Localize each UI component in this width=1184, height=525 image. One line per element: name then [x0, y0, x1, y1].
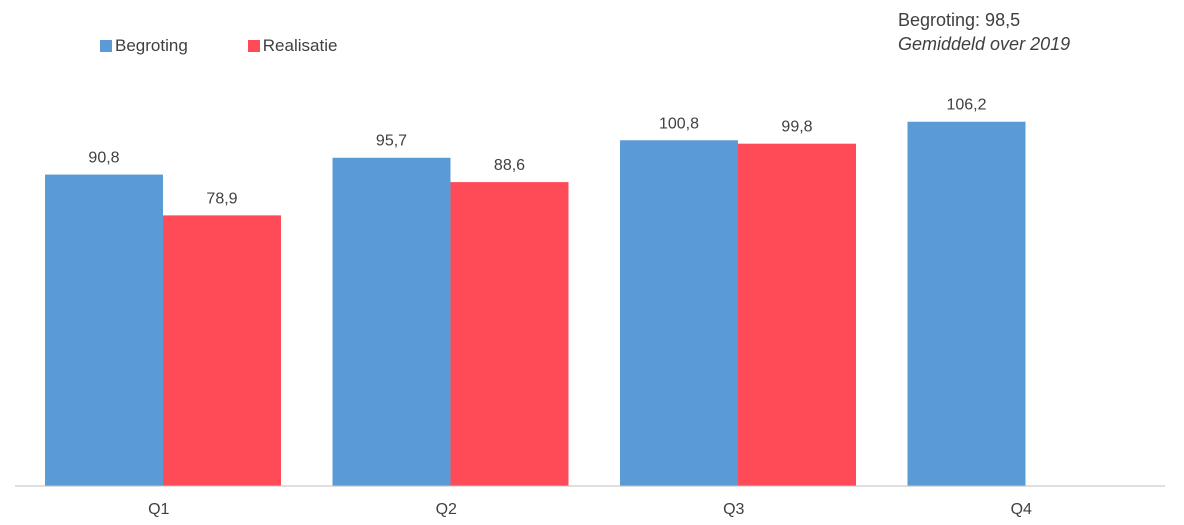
annotation-average-period: Gemiddeld over 2019 — [898, 34, 1071, 54]
legend-item-realisatie: Realisatie — [247, 36, 338, 56]
bar-realisatie-q3 — [738, 143, 856, 486]
data-label-realisatie-q1: 78,9 — [206, 190, 237, 207]
annotation-average-value: Begroting: 98,5 — [898, 10, 1021, 30]
bar-begroting-q2 — [332, 157, 451, 486]
x-tick-label-q1: Q1 — [148, 501, 169, 518]
legend-swatch-realisatie — [247, 40, 260, 52]
data-label-realisatie-q2: 88,6 — [494, 157, 525, 174]
legend-label-begroting: Begroting — [115, 36, 188, 55]
legend-label-realisatie: Realisatie — [262, 36, 338, 55]
data-label-begroting-q2: 95,7 — [376, 133, 407, 150]
bar-realisatie-q2 — [450, 182, 569, 487]
data-label-realisatie-q3: 99,8 — [781, 119, 812, 136]
legend-item-begroting: Begroting — [100, 36, 188, 56]
x-tick-label-q2: Q2 — [436, 501, 457, 518]
x-tick-label-q4: Q4 — [1011, 501, 1032, 518]
chart-legend: Begroting Realisatie — [100, 36, 337, 56]
bar-begroting-q4 — [907, 121, 1026, 486]
average-annotation: Begroting: 98,5 Gemiddeld over 2019 — [898, 8, 1070, 56]
legend-swatch-begroting — [100, 40, 112, 52]
bar-begroting-q1 — [45, 174, 163, 486]
data-label-begroting-q3: 100,8 — [659, 115, 699, 132]
x-tick-label-q3: Q3 — [723, 501, 744, 518]
data-label-begroting-q1: 90,8 — [88, 150, 119, 167]
bar-realisatie-q1 — [163, 215, 281, 487]
data-label-begroting-q4: 106,2 — [946, 97, 986, 114]
bar-begroting-q3 — [620, 140, 738, 487]
